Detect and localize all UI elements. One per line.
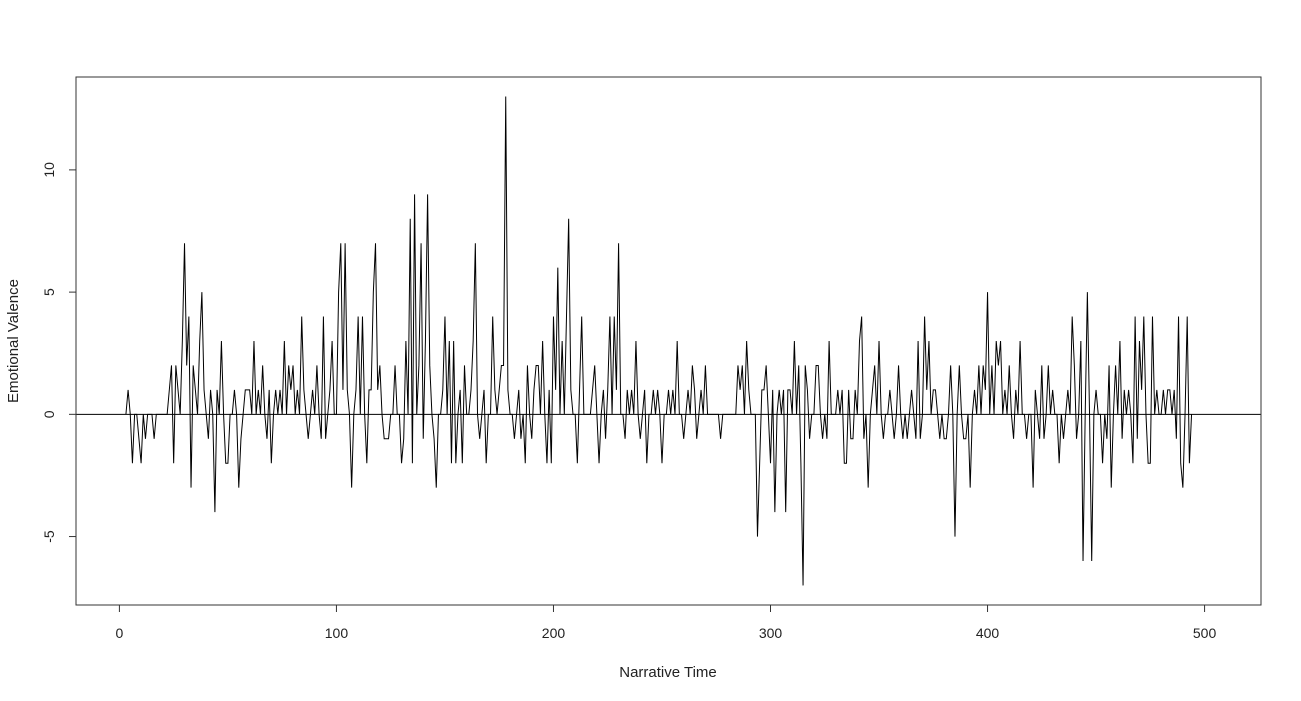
x-tick-label: 0 [116,625,124,641]
x-tick-label: 400 [976,625,1000,641]
series-line [125,96,1193,586]
plot-frame [75,76,1262,606]
y-tick-label: -5 [41,530,57,543]
x-tick-label: 500 [1193,625,1217,641]
axes: 0 100 200 300 400 500 -5 0 5 10 [41,76,1262,641]
y-axis-label: Emotional Valence [5,279,22,403]
x-tick-label: 100 [325,625,349,641]
y-tick-label: 5 [41,288,57,296]
plot-area [76,96,1261,586]
y-tick-label: 10 [41,162,57,178]
x-axis-label: Narrative Time [619,664,717,681]
x-tick-label: 300 [759,625,783,641]
y-tick-label: 0 [41,410,57,418]
x-tick-label: 200 [542,625,566,641]
